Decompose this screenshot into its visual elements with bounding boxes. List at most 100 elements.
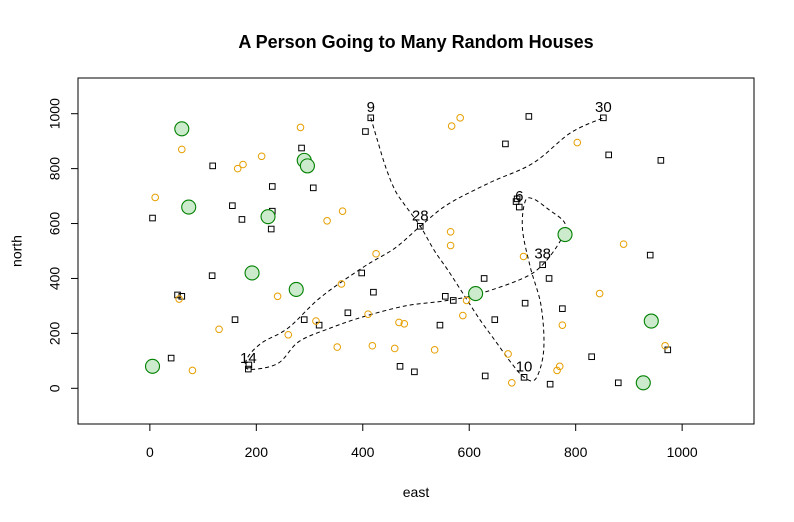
house-orange-point — [151, 193, 159, 202]
house-green-point — [260, 209, 276, 225]
house-orange-point — [390, 344, 399, 353]
house-orange-point — [188, 366, 197, 375]
house-square-point — [245, 365, 252, 373]
house-square-point — [309, 184, 317, 192]
house-green-point — [468, 286, 484, 302]
house-square-point — [441, 293, 449, 300]
y-tick-label: 600 — [47, 212, 63, 236]
house-orange-point — [619, 240, 628, 248]
house-green-point — [244, 265, 260, 281]
point-label-6: 6 — [515, 188, 523, 205]
house-square-point — [646, 251, 654, 259]
house-orange-point — [508, 379, 516, 387]
house-orange-point — [239, 160, 247, 169]
house-orange-point — [595, 289, 604, 298]
house-orange-point — [368, 341, 377, 350]
house-green-point — [288, 281, 304, 297]
house-square-point — [436, 321, 444, 329]
y-tick-label: 800 — [47, 157, 63, 181]
house-orange-point — [273, 292, 282, 301]
house-square-point — [229, 202, 236, 209]
house-green-point — [557, 226, 573, 243]
house-orange-point — [296, 123, 305, 132]
house-square-point — [300, 316, 308, 323]
house-square-point — [208, 272, 216, 280]
house-orange-point — [462, 296, 471, 305]
house-square-point — [588, 353, 595, 361]
house-orange-point — [558, 321, 567, 329]
y-axis: 0 200 400 600 800 1000 — [47, 98, 79, 392]
house-square-point — [178, 293, 186, 300]
house-green-point — [181, 199, 197, 215]
y-tick-label: 400 — [47, 267, 63, 291]
house-square-point — [174, 291, 181, 299]
y-axis-label: north — [9, 235, 25, 267]
house-orange-point — [364, 310, 372, 318]
house-square-point — [370, 288, 377, 296]
house-orange-point — [573, 138, 582, 147]
house-orange-point — [459, 311, 467, 320]
points-layer — [144, 113, 672, 391]
house-square-point — [546, 380, 554, 388]
house-square-point — [559, 305, 566, 312]
x-tick-label: 0 — [146, 444, 154, 460]
point-label-28: 28 — [412, 207, 429, 224]
house-square-point — [525, 113, 533, 120]
house-square-point — [358, 269, 366, 277]
chart-title: A Person Going to Many Random Houses — [238, 32, 593, 52]
house-square-point — [545, 275, 553, 282]
house-square-point — [267, 225, 275, 233]
point-label-9: 9 — [367, 99, 375, 116]
house-orange-point — [553, 366, 561, 375]
house-orange-point — [661, 341, 669, 350]
house-square-point — [491, 316, 499, 323]
house-green-point — [635, 375, 651, 391]
house-green-point — [174, 121, 190, 137]
house-square-point — [245, 361, 253, 369]
house-green-point — [299, 158, 315, 174]
house-orange-point — [504, 350, 512, 358]
point-label-14: 14 — [240, 350, 257, 367]
point-label-30: 30 — [595, 99, 612, 116]
house-orange-point — [177, 145, 186, 154]
house-orange-point — [333, 343, 342, 351]
house-square-point — [362, 128, 369, 135]
house-square-point — [502, 140, 509, 148]
house-square-point — [167, 354, 175, 362]
house-orange-point — [400, 319, 409, 328]
house-square-point — [416, 222, 424, 230]
house-square-point — [515, 203, 523, 211]
x-tick-label: 800 — [564, 444, 588, 460]
house-square-point — [344, 309, 352, 317]
house-orange-point — [284, 330, 293, 339]
house-orange-point — [395, 318, 403, 327]
house-orange-point — [446, 241, 455, 250]
house-orange-point — [337, 280, 346, 288]
x-axis: 0 200 400 600 800 1000 — [146, 423, 698, 460]
house-orange-point — [372, 249, 380, 258]
house-square-point — [605, 151, 612, 159]
house-orange-point — [323, 216, 331, 225]
house-square-point — [521, 299, 529, 307]
house-square-point — [396, 363, 404, 370]
y-tick-label: 200 — [47, 321, 63, 345]
point-label-10: 10 — [516, 358, 533, 375]
house-orange-point — [447, 122, 456, 130]
house-orange-point — [338, 207, 347, 215]
house-green-point — [643, 313, 659, 329]
house-square-point — [315, 321, 323, 329]
house-orange-point — [456, 114, 464, 122]
house-orange-point — [175, 295, 183, 303]
house-square-point — [657, 157, 665, 164]
house-square-point — [480, 275, 488, 282]
house-square-point — [149, 214, 156, 222]
x-tick-label: 200 — [245, 444, 269, 460]
house-orange-point — [312, 317, 320, 325]
house-orange-point — [215, 325, 223, 334]
house-orange-point — [233, 164, 242, 173]
house-green-point — [144, 358, 161, 374]
x-tick-label: 1000 — [667, 444, 698, 460]
house-square-point — [209, 162, 216, 170]
house-square-point — [238, 216, 246, 223]
